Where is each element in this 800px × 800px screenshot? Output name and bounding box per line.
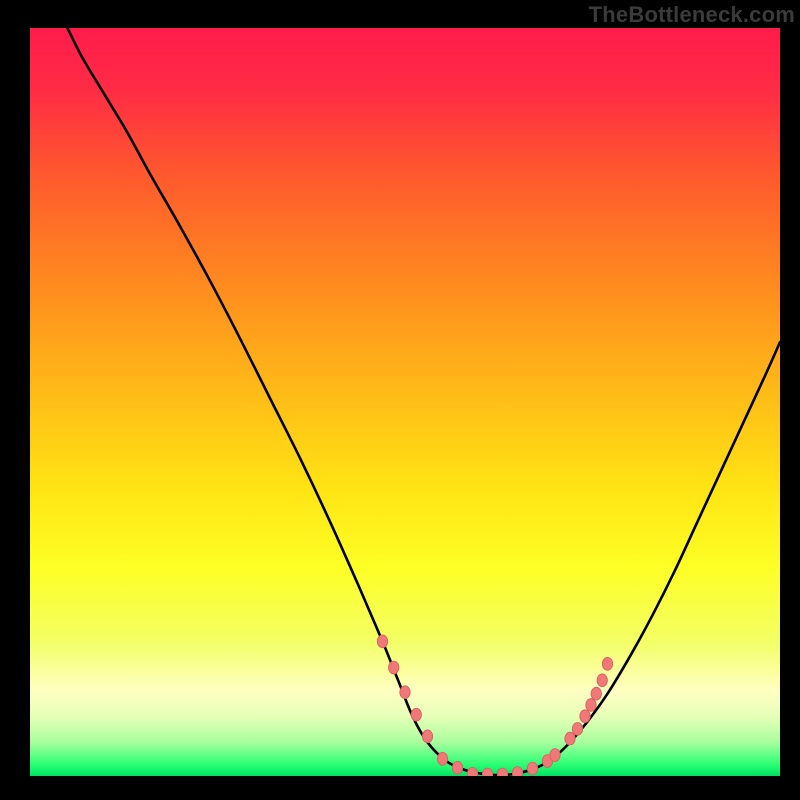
data-marker: [512, 767, 522, 776]
chart-svg: [30, 28, 780, 776]
data-marker: [597, 674, 607, 687]
data-marker: [452, 761, 462, 774]
chart-background: [30, 28, 780, 776]
data-marker: [550, 749, 560, 762]
data-marker: [377, 635, 387, 648]
data-marker: [411, 708, 421, 721]
data-marker: [527, 762, 537, 775]
data-marker: [572, 722, 582, 735]
data-marker: [586, 699, 596, 712]
data-marker: [467, 767, 477, 776]
data-marker: [565, 732, 575, 745]
watermark-text: TheBottleneck.com: [589, 2, 795, 28]
data-marker: [437, 752, 447, 765]
data-marker: [580, 710, 590, 723]
data-marker: [591, 687, 601, 700]
chart-frame: TheBottleneck.com: [0, 0, 800, 800]
data-marker: [400, 686, 410, 699]
data-marker: [422, 730, 432, 743]
data-marker: [389, 661, 399, 674]
plot-area: [30, 28, 780, 776]
data-marker: [602, 657, 612, 670]
